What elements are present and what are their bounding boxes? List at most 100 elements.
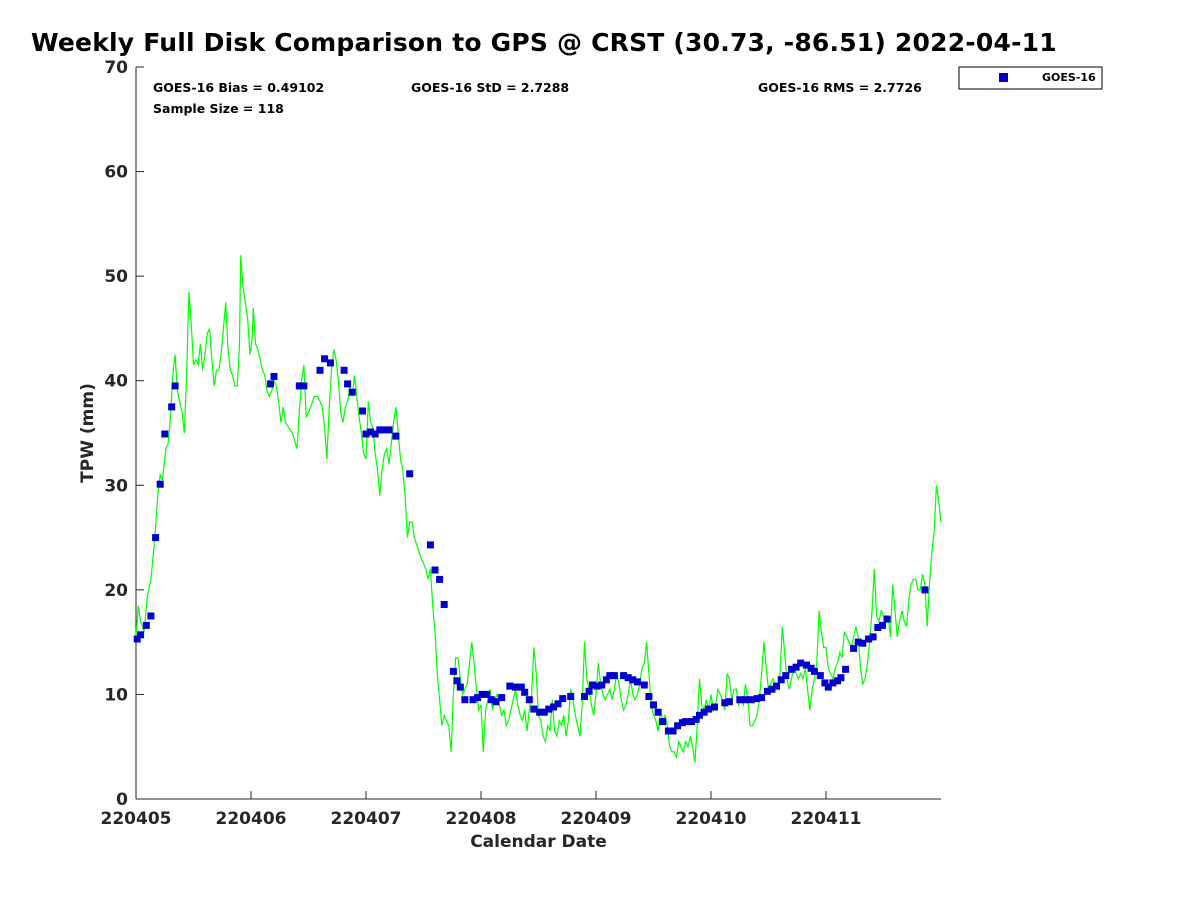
goes16-point — [859, 639, 867, 647]
goes16-point — [705, 705, 713, 713]
goes16-point — [376, 426, 384, 434]
goes16-point — [874, 624, 882, 631]
goes16-point — [692, 716, 700, 723]
goes16-point — [380, 426, 388, 434]
goes16-point — [753, 695, 761, 703]
goes16-point — [168, 403, 176, 411]
legend-entry-goes16: GOES-16 — [1042, 71, 1096, 84]
goes16-point — [133, 635, 141, 643]
goes16-point — [773, 682, 780, 690]
goes16-point — [696, 711, 703, 719]
goes16-point — [620, 672, 628, 680]
goes16-point — [492, 698, 500, 706]
goes16-point — [664, 727, 672, 735]
goes16-point — [921, 586, 929, 594]
goes16-point — [606, 672, 614, 680]
goes16-point — [371, 430, 379, 438]
goes16-point — [567, 693, 575, 700]
x-tick-label: 220409 — [561, 809, 632, 829]
goes16-point — [797, 659, 805, 667]
goes16-point — [440, 601, 448, 608]
goes16-point — [610, 672, 618, 680]
goes16-point — [811, 667, 818, 675]
goes16-point — [688, 718, 695, 726]
goes16-point — [137, 631, 145, 639]
goes16-point — [758, 694, 766, 702]
plot-axes: 0 10 20 30 40 50 60 70 220405 220406 220407 220408 2… — [101, 58, 941, 829]
x-tick-label: 220407 — [331, 809, 402, 829]
goes16-point — [777, 676, 785, 684]
goes16-point — [640, 681, 648, 689]
goes16-point — [474, 694, 482, 702]
gps-line — [135, 255, 942, 763]
goes16-point — [645, 693, 653, 700]
goes16-point — [487, 696, 495, 704]
goes16-point — [521, 688, 529, 696]
goes16-point — [593, 682, 601, 690]
x-tick-label: 220408 — [446, 809, 517, 829]
goes16-point — [348, 388, 356, 396]
stat-rms: GOES-16 RMS = 2.7726 — [758, 80, 922, 95]
goes16-point — [449, 667, 457, 675]
goes16-point — [321, 355, 329, 363]
goes16-point — [267, 380, 274, 388]
goes16-point — [850, 644, 858, 652]
goes16-point — [869, 633, 877, 641]
goes16-point — [152, 534, 160, 542]
legend: GOES-16 — [958, 66, 1103, 90]
goes16-point — [654, 708, 662, 716]
goes16-point — [359, 407, 366, 415]
goes16-point — [270, 373, 278, 380]
goes16-point — [469, 696, 477, 704]
goes16-point — [788, 665, 795, 673]
goes16-point — [344, 380, 352, 388]
stat-std: GOES-16 StD = 2.7288 — [411, 80, 569, 95]
goes16-point — [171, 382, 179, 390]
goes16-point — [362, 430, 370, 438]
goes16-point — [406, 470, 414, 478]
goes16-point — [554, 700, 562, 708]
goes16-point — [821, 679, 829, 687]
y-axis-label: TPW (mm) — [78, 383, 98, 483]
goes16-point — [550, 703, 557, 711]
goes16-point — [530, 705, 538, 713]
goes16-point — [829, 679, 837, 687]
goes16-point — [816, 672, 824, 680]
goes16-point — [295, 382, 303, 390]
goes16-point — [837, 674, 845, 682]
y-tick-label: 30 — [104, 476, 128, 496]
x-tick-label: 220410 — [676, 809, 747, 829]
goes16-point — [650, 701, 657, 709]
goes16-point — [842, 665, 850, 673]
goes16-point — [498, 694, 506, 702]
goes16-point — [461, 696, 469, 704]
goes16-point — [711, 703, 718, 711]
goes16-point — [426, 541, 434, 549]
x-tick-label: 220405 — [101, 809, 172, 829]
goes16-point — [517, 683, 525, 691]
y-tick-label: 60 — [104, 163, 128, 183]
goes16-point — [316, 366, 324, 374]
goes16-point — [385, 426, 393, 434]
goes16-point — [340, 366, 348, 374]
goes16-point — [589, 681, 596, 689]
goes16-point — [878, 621, 886, 629]
goes16-point — [792, 663, 800, 671]
y-tick-label: 0 — [116, 790, 128, 810]
legend-marker — [999, 73, 1008, 82]
legend-box — [958, 66, 1103, 90]
goes16-point — [725, 698, 733, 706]
goes16-point — [585, 687, 593, 695]
goes16-point — [326, 359, 334, 367]
chart-title: Weekly Full Disk Comparison to GPS @ CRS… — [31, 28, 1057, 57]
y-tick-label: 20 — [104, 581, 128, 601]
goes16-point — [598, 681, 606, 689]
y-tick-label: 40 — [104, 372, 128, 392]
goes16-point — [700, 708, 708, 716]
goes16-point — [747, 696, 755, 704]
goes16-point — [742, 696, 749, 704]
goes16-point — [674, 722, 682, 730]
goes16-series-markers — [133, 355, 929, 735]
goes16-point — [436, 575, 444, 583]
